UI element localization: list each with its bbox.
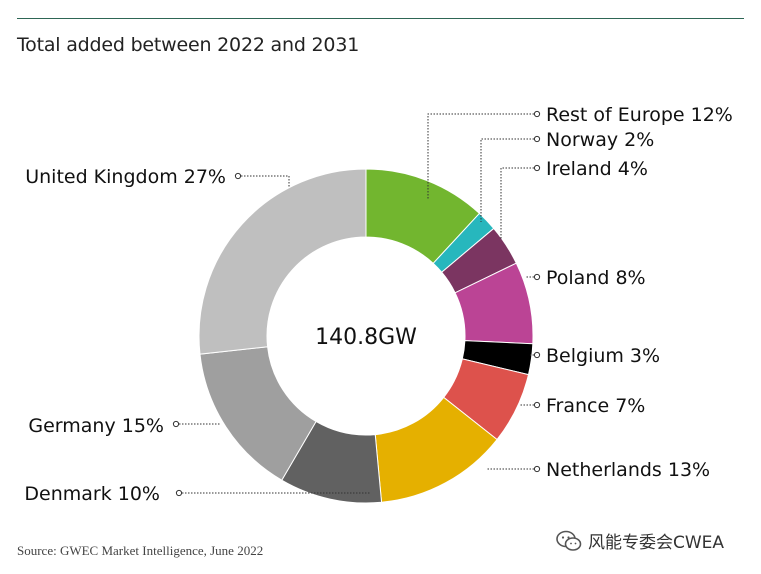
source-note: Source: GWEC Market Intelligence, June 2… [17,543,264,558]
label-belgium: Belgium 3% [546,345,660,367]
leader-dot-belgium [533,351,541,359]
leader-rest-of-europe [427,113,537,200]
slice-labels: Rest of Europe 12% Norway 2% Ireland 4% Pol… [24,104,732,505]
leader-ireland [500,167,537,240]
leader-united-kingdom [238,175,290,188]
label-united-kingdom: United Kingdom 27% [25,166,226,188]
label-netherlands: Netherlands 13% [546,459,710,481]
top-rule [17,18,744,19]
leader-dot-norway [533,135,541,143]
leader-dot-france [533,401,541,409]
label-poland: Poland 8% [546,267,646,289]
leader-dot-united-kingdom [234,172,242,180]
leader-dot-germany [172,420,180,428]
leader-dot-denmark [175,489,183,497]
donut-slices [198,168,534,504]
label-france: France 7% [546,395,645,417]
label-norway: Norway 2% [546,129,654,151]
chart-title: Total added between 2022 and 2031 [17,34,360,56]
leader-dot-netherlands [533,465,541,473]
label-denmark: Denmark 10% [24,483,160,505]
watermark: 风能专委会CWEA [556,528,724,553]
leader-dot-poland [533,273,541,281]
slice-united-kingdom [198,168,367,355]
label-rest-of-europe: Rest of Europe 12% [546,104,733,126]
leader-norway [480,138,537,222]
center-total-label: 140.8GW [315,325,417,350]
label-germany: Germany 15% [28,415,164,437]
leader-lines [172,110,541,497]
label-ireland: Ireland 4% [546,158,648,180]
leader-dot-rest-of-europe [533,110,541,118]
leader-dot-ireland [533,164,541,172]
watermark-text: 风能专委会CWEA [588,533,725,553]
wechat-icon [556,530,582,551]
